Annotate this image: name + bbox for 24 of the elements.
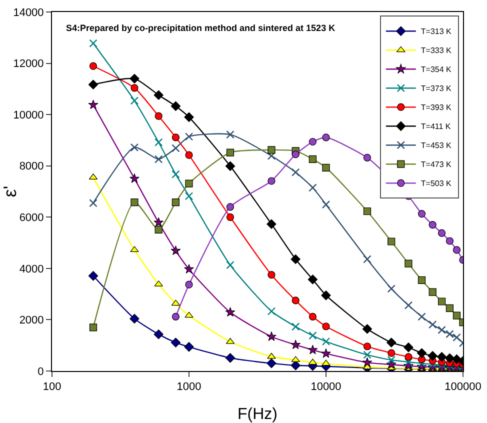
y-tick-label: 12000 (13, 58, 44, 70)
y-tick-label: 10000 (13, 109, 44, 122)
y-tick-label: 2000 (19, 314, 44, 327)
legend-label: T=354 K (420, 65, 452, 74)
text: S4:Prepared by co-precipitation method and sintered at 1523 K (66, 23, 336, 33)
x-axis-title: F(Hz) (238, 406, 278, 423)
y-tick-label: 8000 (19, 160, 44, 173)
legend-label: T=503 K (420, 179, 452, 188)
x-tick-label: 1000 (176, 381, 202, 394)
legend-label: T=411 K (420, 122, 452, 132)
y-tick-label: 4000 (19, 263, 44, 276)
legend-label: T=393 K (420, 103, 452, 112)
y-tick-label: 14000 (13, 6, 44, 19)
x-tick-label: 10000 (310, 381, 342, 394)
y-tick-label: 6000 (19, 212, 44, 224)
legend-label: T=473 K (420, 160, 452, 170)
legend-label: T=313 K (420, 27, 452, 36)
legend-label: T=453 K (420, 141, 452, 150)
x-tick-label: 100000 (444, 381, 482, 394)
legend-label: T=333 K (420, 46, 452, 56)
y-tick-label: 0 (38, 366, 44, 378)
y-axis-title: ε' (0, 186, 20, 198)
x-tick-label: 100 (42, 381, 62, 394)
legend-label: T=373 K (420, 84, 452, 94)
